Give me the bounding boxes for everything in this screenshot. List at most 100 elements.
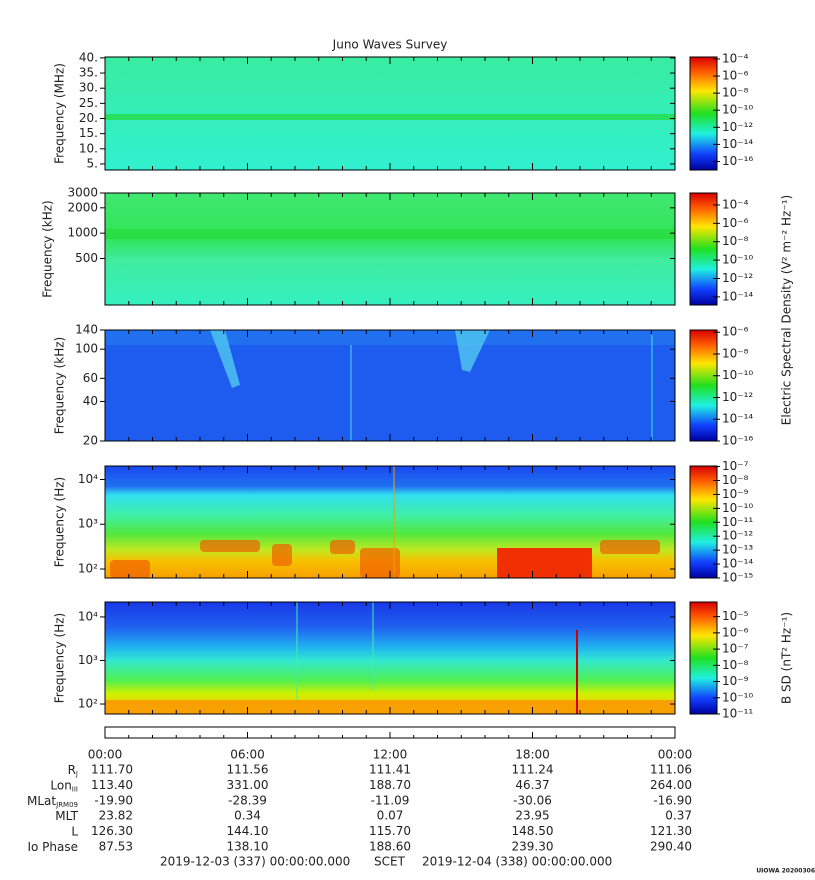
spectrogram <box>105 193 675 305</box>
time-label: 06:00 <box>230 748 265 762</box>
blob <box>200 540 260 552</box>
colorbar-tick-label: 10⁻¹⁴ <box>722 557 753 571</box>
emission-band <box>105 114 675 120</box>
footer-center: SCET <box>374 855 406 869</box>
y-tick-label: 20. <box>79 111 98 125</box>
blob <box>600 540 660 554</box>
ephemeris-value: 290.40 <box>650 840 692 854</box>
y-tick-label: 35. <box>79 66 98 80</box>
colorbar-tick-label: 10⁻¹¹ <box>722 707 753 721</box>
colorbar-tick-label: 10⁻¹⁰ <box>722 103 753 117</box>
footer-end: 2019-12-04 (338) 00:00:00.000 <box>422 855 612 869</box>
colorbar-tick-label: 10⁻¹⁰ <box>722 501 753 515</box>
ephemeris-value: 46.37 <box>515 778 549 792</box>
colorbar-tick-label: 10⁻⁸ <box>722 658 749 672</box>
blob <box>110 560 150 578</box>
ephemeris-value: 23.82 <box>99 809 133 823</box>
y-tick-label: 10³ <box>78 653 98 667</box>
y-tick-label: 30. <box>79 81 98 95</box>
ephemeris-value: 113.40 <box>91 778 133 792</box>
ephemeris-subscript: III <box>72 785 78 793</box>
ephemeris-value: 121.30 <box>650 824 692 838</box>
ephemeris-name: R <box>68 763 76 777</box>
ephemeris-value: 239.30 <box>512 840 554 854</box>
ephemeris-value: 188.60 <box>369 840 411 854</box>
footer-stamp: UIOWA 20200306 <box>756 868 815 875</box>
colorbar-tick-label: 10⁻⁶ <box>722 69 749 83</box>
ephemeris-value: 0.37 <box>665 809 692 823</box>
y-tick-label: 10⁴ <box>78 472 98 486</box>
y-tick-label: 10⁴ <box>78 609 98 623</box>
ephemeris-label: RJ <box>68 763 78 779</box>
colorbar-tick-label: 10⁻¹² <box>722 529 753 543</box>
ephemeris-value: 126.30 <box>91 824 133 838</box>
y-axis-label: Frequency (Hz) <box>53 613 67 704</box>
colorbar-tick-label: 10⁻⁸ <box>722 234 749 248</box>
ephemeris-value: 115.70 <box>369 824 411 838</box>
colorbar-tick-label: 10⁻⁸ <box>722 346 749 360</box>
colorbar-tick-label: 10⁻⁸ <box>722 473 749 487</box>
emission-band <box>105 229 675 239</box>
colorbar-tick-label: 10⁻⁴ <box>722 51 749 65</box>
colorbar-tick-label: 10⁻⁶ <box>722 625 749 639</box>
colorbar-tick-label: 10⁻⁷ <box>722 459 749 473</box>
y-axis-label: Frequency (kHz) <box>41 200 55 297</box>
y-tick-label: 10² <box>78 697 98 711</box>
colorbar-tick-label: 10⁻⁷ <box>722 642 749 656</box>
ephemeris-value: 111.06 <box>650 763 692 777</box>
ephemeris-name: MLT <box>55 809 78 823</box>
plume <box>455 330 490 372</box>
ephemeris-value: 144.10 <box>227 824 269 838</box>
colorbar-tick-label: 10⁻¹⁴ <box>722 289 753 303</box>
colorbar-tick-label: 10⁻⁹ <box>722 674 749 688</box>
y-tick-label: 20 <box>83 434 98 448</box>
y-tick-label: 140 <box>75 323 98 337</box>
colorbar-tick-label: 10⁻¹¹ <box>722 515 753 529</box>
colorbar-tick-label: 10⁻¹⁰ <box>722 690 753 704</box>
y-axis-label: Frequency (MHz) <box>53 63 67 164</box>
colorbar-tick-label: 10⁻¹⁴ <box>722 137 753 151</box>
colorbar-tick-label: 10⁻¹² <box>722 120 753 134</box>
blob <box>272 544 292 566</box>
colorbar <box>689 601 718 715</box>
time-label: 00:00 <box>658 748 693 762</box>
ephemeris-value: 331.00 <box>227 778 269 792</box>
colorbar <box>689 329 718 442</box>
ephemeris-label: LonIII <box>50 778 78 794</box>
ephemeris-value: 111.24 <box>512 763 554 777</box>
ephemeris-value: -11.09 <box>371 793 410 807</box>
ephemeris-value: 111.56 <box>227 763 269 777</box>
y-tick-label: 15. <box>79 126 98 140</box>
y-tick-label: 10³ <box>78 517 98 531</box>
y-tick-label: 3000 <box>67 186 98 200</box>
ephemeris-label: Io Phase <box>27 840 78 854</box>
colorbar-tick-label: 10⁻¹⁰ <box>722 368 753 382</box>
colorbar-tick-label: 10⁻⁸ <box>722 86 749 100</box>
ephemeris-name: L <box>71 824 78 838</box>
y-axis-label: Frequency (Hz) <box>53 477 67 568</box>
colorbar-tick-label: 10⁻¹⁶ <box>722 434 753 448</box>
colorbar-tick-label: 10⁻¹² <box>722 271 753 285</box>
ephemeris-value: 87.53 <box>99 840 133 854</box>
time-label: 18:00 <box>515 748 550 762</box>
colorbar <box>689 465 718 579</box>
y-tick-label: 10. <box>79 141 98 155</box>
y-tick-label: 25. <box>79 96 98 110</box>
y-tick-label: 2000 <box>67 200 98 214</box>
ephemeris-name: Io Phase <box>27 840 78 854</box>
magnetic-colorbar-label: B SD (nT² Hz⁻¹) <box>780 612 794 704</box>
y-tick-label: 500 <box>75 251 98 265</box>
ephemeris-label: MLatJRM09 <box>27 793 78 809</box>
ephemeris-value: 148.50 <box>512 824 554 838</box>
time-label: 00:00 <box>88 748 123 762</box>
blob <box>360 548 400 578</box>
ephemeris-name: MLat <box>27 793 56 807</box>
ephemeris-name: Lon <box>50 778 71 792</box>
ephemeris-value: -19.90 <box>94 793 133 807</box>
colorbar <box>689 56 718 171</box>
electric-colorbar-label: Electric Spectral Density (V² m⁻² Hz⁻¹) <box>780 195 794 425</box>
colorbar-tick-label: 10⁻¹⁰ <box>722 253 753 267</box>
colorbar-tick-label: 10⁻⁶ <box>722 325 749 339</box>
y-tick-label: 40. <box>79 50 98 64</box>
